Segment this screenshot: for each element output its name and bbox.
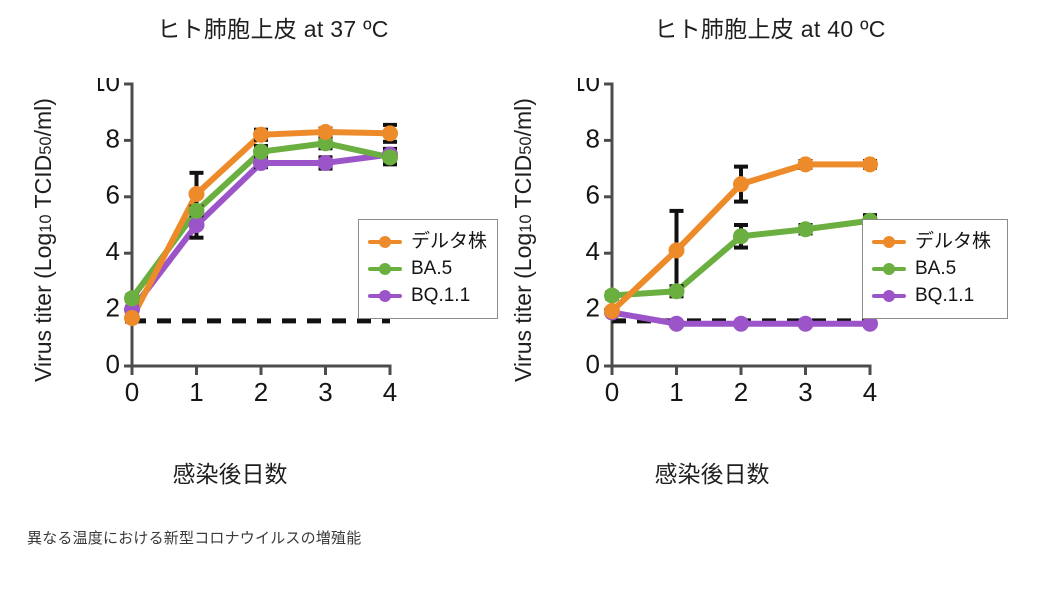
panel-37c: ヒト肺胞上皮 at 37 ºC Virus titer (Log10 TCID5…: [0, 0, 520, 520]
x-tick-label: 4: [383, 377, 397, 407]
plot-svg-37c: 0 2 4 6 8 10 0 1 2 3 4: [98, 78, 398, 407]
y-axis-label-sub10: 10: [516, 214, 535, 233]
legend-37c: デルタ株 BA.5 BQ.1.1: [358, 219, 498, 319]
legend-marker-ba5-icon: [872, 262, 906, 276]
y-tick-label: 6: [586, 180, 600, 210]
data-point: [124, 290, 140, 307]
legend-marker-bq11-icon: [368, 289, 402, 303]
y-axis-label-sub50: 50: [36, 136, 55, 155]
panels-row: ヒト肺胞上皮 at 37 ºC Virus titer (Log10 TCID5…: [0, 0, 1020, 520]
x-tick-label: 1: [189, 377, 203, 407]
y-tick-label: 10: [578, 78, 600, 97]
panel-title-37c: ヒト肺胞上皮 at 37 ºC: [157, 16, 389, 42]
y-axis-label-mid: TCID: [510, 154, 536, 215]
x-tick-label: 0: [125, 377, 139, 407]
y-axis-label-mid: TCID: [30, 154, 56, 215]
data-point: [604, 287, 620, 304]
data-point: [797, 315, 814, 332]
data-point: [382, 125, 398, 142]
data-point: [124, 310, 140, 327]
data-point: [668, 315, 685, 332]
plot-area-40c: 0 2 4 6 8 10 0 1 2 3 4: [578, 78, 878, 418]
data-point: [862, 315, 878, 332]
panel-title-40c: ヒト肺胞上皮 at 40 ºC: [654, 16, 886, 42]
legend-item-delta: デルタ株: [872, 228, 995, 255]
legend-marker-delta-icon: [872, 235, 906, 249]
data-point: [733, 315, 749, 332]
y-axis-label-sub50: 50: [516, 136, 535, 155]
data-point: [253, 126, 269, 143]
y-axis-label-right: Virus titer (Log10 TCID50/ml): [510, 75, 544, 405]
x-tick-label: 4: [863, 377, 877, 407]
data-point: [668, 283, 685, 300]
data-point: [604, 303, 620, 320]
x-tick-label: 1: [669, 377, 683, 407]
data-point: [317, 135, 334, 152]
legend-item-delta: デルタ株: [368, 228, 488, 255]
data-point: [188, 202, 205, 219]
legend-label-ba5: BA.5: [411, 258, 453, 279]
y-tick-label: 6: [106, 180, 120, 210]
x-tick-label: 2: [254, 377, 268, 407]
legend-label-bq11: BQ.1.1: [411, 285, 471, 306]
y-tick-label: 8: [586, 123, 600, 153]
y-axis-label-text: Virus titer (Log: [30, 232, 56, 382]
y-tick-label: 8: [106, 123, 120, 153]
legend-label-delta: デルタ株: [915, 231, 992, 252]
legend-40c: デルタ株 BA.5 BQ.1.1: [862, 219, 1008, 319]
figure-caption: 異なる温度における新型コロナウイルスの増殖能: [27, 530, 362, 547]
y-tick-label: 10: [98, 78, 120, 97]
plot-svg-40c: 0 2 4 6 8 10 0 1 2 3 4: [578, 78, 878, 407]
data-point: [253, 143, 269, 160]
data-point: [797, 221, 814, 238]
y-tick-label: 2: [586, 292, 600, 322]
data-point: [317, 123, 334, 140]
legend-item-bq11: BQ.1.1: [872, 282, 995, 309]
y-axis-label-suffix: /ml): [510, 98, 536, 137]
y-tick-label: 0: [106, 349, 120, 379]
data-point: [382, 149, 398, 166]
legend-item-ba5: BA.5: [368, 255, 485, 282]
data-point: [733, 176, 749, 193]
legend-item-ba5: BA.5: [872, 255, 995, 282]
y-axis-label-left: Virus titer (Log10 TCID50/ml): [30, 75, 64, 405]
y-tick-label: 4: [106, 236, 120, 266]
data-point: [188, 217, 205, 233]
x-axis-label-right: 感染後日数: [654, 461, 770, 487]
legend-marker-bq11-icon: [872, 289, 906, 303]
series-line-BQ.1.1: [129, 151, 393, 313]
data-point: [317, 154, 334, 171]
x-tick-label: 2: [734, 377, 748, 407]
y-tick-label: 0: [586, 349, 600, 379]
legend-marker-ba5-icon: [368, 262, 402, 276]
y-tick-label: 4: [586, 236, 600, 266]
data-point: [862, 156, 878, 173]
y-axis-label-suffix: /ml): [30, 98, 56, 137]
legend-label-ba5: BA.5: [915, 258, 957, 279]
y-tick-label: 2: [106, 292, 120, 322]
data-point: [733, 228, 749, 245]
legend-item-bq11: BQ.1.1: [368, 282, 485, 309]
plot-area-37c: 0 2 4 6 8 10 0 1 2 3 4: [98, 78, 398, 418]
x-tick-label: 0: [605, 377, 619, 407]
x-tick-label: 3: [798, 377, 812, 407]
x-axis-label-left: 感染後日数: [172, 461, 288, 487]
legend-label-bq11: BQ.1.1: [915, 285, 975, 306]
legend-label-delta: デルタ株: [411, 231, 488, 252]
panel-40c: ヒト肺胞上皮 at 40 ºC Virus titer (Log10 TCID5…: [500, 0, 1020, 520]
y-axis-label-text: Virus titer (Log: [510, 232, 536, 382]
x-tick-label: 3: [318, 377, 332, 407]
legend-marker-delta-icon: [368, 235, 402, 249]
y-axis-label-sub10: 10: [36, 214, 55, 233]
data-point: [797, 156, 814, 173]
data-point: [188, 185, 205, 202]
data-point: [253, 154, 269, 171]
data-point: [668, 242, 685, 259]
